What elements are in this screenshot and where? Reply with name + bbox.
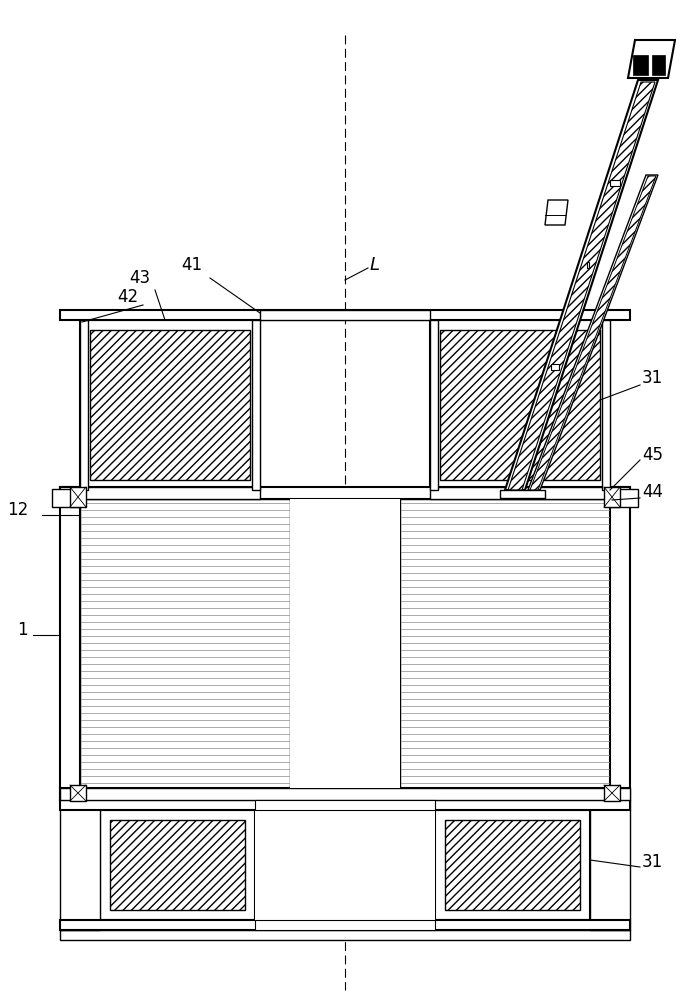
Bar [80, 320, 260, 490]
Bar [100, 810, 255, 920]
Bar [604, 487, 620, 507]
Bar [60, 788, 630, 800]
Bar [60, 487, 80, 800]
Bar [252, 320, 260, 490]
Text: 45: 45 [642, 446, 663, 464]
Polygon shape [628, 40, 675, 78]
Text: L: L [370, 256, 380, 274]
Polygon shape [587, 261, 589, 267]
Text: 31: 31 [642, 369, 663, 387]
Polygon shape [530, 176, 656, 490]
Polygon shape [505, 80, 658, 490]
Text: 42: 42 [117, 288, 139, 306]
Text: 31: 31 [642, 853, 663, 871]
Text: 44: 44 [642, 483, 663, 501]
Bar [610, 487, 630, 800]
Polygon shape [500, 490, 545, 498]
Bar [445, 820, 580, 910]
Polygon shape [633, 55, 648, 75]
Bar [590, 800, 630, 930]
Bar [90, 330, 250, 480]
Text: 41: 41 [181, 256, 203, 274]
Bar [60, 800, 630, 810]
Bar [255, 800, 435, 930]
Bar [602, 320, 610, 490]
Polygon shape [508, 82, 655, 490]
Bar [430, 487, 610, 499]
Bar [60, 930, 630, 940]
Bar [60, 788, 630, 800]
Bar [80, 487, 260, 499]
Bar [80, 499, 290, 788]
Bar [60, 800, 100, 930]
Bar [70, 785, 86, 801]
Polygon shape [551, 364, 559, 370]
Polygon shape [545, 200, 568, 225]
Bar [60, 310, 630, 320]
Bar [604, 785, 620, 801]
Bar [80, 320, 88, 490]
Bar [60, 920, 630, 930]
Polygon shape [528, 175, 658, 490]
Bar [430, 320, 438, 490]
Text: 43: 43 [130, 269, 150, 287]
Bar [52, 489, 80, 507]
Bar [435, 810, 590, 920]
Bar [70, 487, 86, 507]
Bar [430, 320, 610, 490]
Bar [400, 499, 610, 788]
Polygon shape [610, 180, 620, 186]
Bar [610, 489, 638, 507]
Bar [255, 920, 435, 930]
Bar [260, 310, 430, 320]
Text: 1: 1 [17, 621, 28, 639]
Text: 12: 12 [7, 501, 28, 519]
Bar [110, 820, 245, 910]
Bar [255, 800, 435, 810]
Polygon shape [652, 55, 665, 75]
Bar [440, 330, 600, 480]
Bar [60, 487, 630, 499]
Bar [290, 499, 400, 788]
